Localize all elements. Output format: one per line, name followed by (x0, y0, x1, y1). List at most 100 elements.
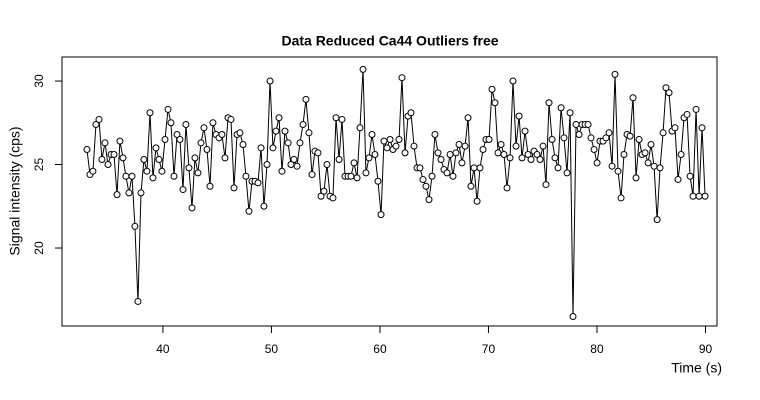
data-point (584, 120, 592, 128)
data-point (521, 127, 529, 135)
data-point (485, 135, 493, 143)
data-point (434, 149, 442, 157)
data-point (524, 151, 532, 159)
data-point (416, 164, 424, 172)
data-point (698, 124, 706, 132)
data-point (569, 312, 577, 320)
x-tick-label: 50 (265, 342, 279, 356)
data-point (167, 119, 175, 127)
data-point (605, 129, 613, 137)
data-point (608, 162, 616, 170)
data-point (431, 130, 439, 138)
data-point (254, 179, 262, 187)
data-point (467, 182, 475, 190)
data-point (98, 156, 106, 164)
data-point (296, 139, 304, 147)
data-point (686, 172, 694, 180)
data-point (230, 184, 238, 192)
x-tick-label: 40 (156, 342, 170, 356)
data-point (587, 134, 595, 142)
data-point (491, 99, 499, 107)
data-point (314, 149, 322, 157)
data-point (689, 192, 697, 200)
data-point (395, 135, 403, 143)
data-point (161, 135, 169, 143)
data-point (641, 149, 649, 157)
data-point (371, 151, 379, 159)
data-point (419, 176, 427, 184)
data-point (503, 184, 511, 192)
data-point (332, 114, 340, 122)
data-point (299, 120, 307, 128)
data-point (683, 110, 691, 118)
data-point (269, 144, 277, 152)
data-point (374, 177, 382, 185)
data-point (320, 187, 328, 195)
data-point (323, 161, 331, 169)
data-point (260, 202, 268, 210)
data-point (209, 119, 217, 127)
data-point (557, 104, 565, 112)
data-point (446, 151, 454, 159)
data-point (134, 297, 142, 305)
data-point (293, 162, 301, 170)
data-line (86, 69, 706, 317)
data-point (353, 174, 361, 182)
data-point (626, 132, 634, 140)
data-point (125, 189, 133, 197)
data-point (242, 172, 250, 180)
data-point (479, 146, 487, 154)
data-point (173, 130, 181, 138)
data-point (284, 139, 292, 147)
data-point (518, 154, 526, 162)
data-point (500, 151, 508, 159)
data-point (89, 167, 97, 175)
data-point (305, 129, 313, 137)
data-point (137, 189, 145, 197)
data-point (644, 159, 652, 167)
data-point (164, 105, 172, 113)
data-point (506, 154, 514, 162)
data-point (281, 127, 289, 135)
data-point (104, 161, 112, 169)
data-point (101, 139, 109, 147)
data-point (194, 169, 202, 177)
data-point (386, 135, 394, 143)
data-point (449, 172, 457, 180)
data-point (464, 114, 472, 122)
data-point (422, 182, 430, 190)
data-point (647, 140, 655, 148)
x-tick-label: 70 (482, 342, 496, 356)
y-axis-title: Signal intensity (cps) (7, 126, 23, 255)
data-point (470, 164, 478, 172)
data-point (407, 109, 415, 117)
data-point (152, 144, 160, 152)
data-point (650, 162, 658, 170)
data-point (473, 197, 481, 205)
data-point (380, 137, 388, 145)
data-point (512, 142, 520, 150)
data-point (182, 120, 190, 128)
data-point (527, 156, 535, 164)
x-axis-title: Time (s) (671, 360, 722, 376)
data-point (563, 169, 571, 177)
data-point (476, 164, 484, 172)
data-point (542, 181, 550, 189)
x-tick-label: 90 (699, 342, 713, 356)
data-point (218, 130, 226, 138)
data-point (350, 159, 358, 167)
data-point (572, 120, 580, 128)
data-point (287, 161, 295, 169)
data-point (200, 124, 208, 132)
data-point (614, 167, 622, 175)
data-point (110, 151, 118, 159)
data-point (263, 161, 271, 169)
data-point (338, 115, 346, 123)
data-point (452, 149, 460, 157)
data-point (398, 74, 406, 82)
data-point (272, 127, 280, 135)
data-point (257, 144, 265, 152)
data-point (290, 156, 298, 164)
data-point (461, 142, 469, 150)
